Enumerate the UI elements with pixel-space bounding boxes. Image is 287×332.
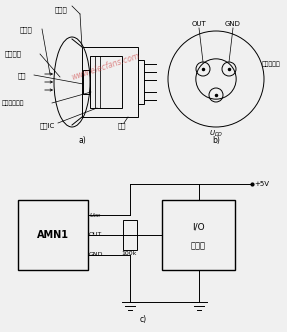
Text: +5V: +5V — [254, 181, 269, 187]
Bar — [90, 56, 122, 108]
Text: GND: GND — [89, 252, 104, 257]
Text: GND: GND — [225, 21, 241, 27]
Text: I/O: I/O — [192, 222, 205, 231]
Text: www.elecfans.com: www.elecfans.com — [70, 52, 140, 82]
Bar — [18, 200, 88, 270]
Text: a): a) — [78, 136, 86, 145]
Text: $U_{DD}$: $U_{DD}$ — [89, 211, 102, 220]
Text: 多枝透镜: 多枝透镜 — [5, 50, 22, 57]
Bar — [123, 220, 137, 250]
Bar — [82, 47, 138, 117]
Text: 滤光镜: 滤光镜 — [55, 6, 68, 13]
Text: 窗口: 窗口 — [18, 72, 26, 79]
Bar — [162, 200, 235, 270]
Text: 红外敏感元件: 红外敏感元件 — [2, 100, 24, 106]
Text: OUT: OUT — [192, 21, 206, 27]
Text: OUT: OUT — [89, 232, 102, 237]
Bar — [138, 60, 144, 104]
Text: $U_{DD}$: $U_{DD}$ — [209, 129, 223, 139]
Text: AMN1: AMN1 — [37, 230, 69, 240]
Text: c): c) — [139, 315, 147, 324]
Text: 管脚排列图: 管脚排列图 — [262, 61, 281, 67]
Text: 100k: 100k — [121, 251, 137, 256]
Text: b): b) — [212, 136, 220, 145]
Text: 单片机: 单片机 — [191, 241, 206, 250]
Text: 红外线: 红外线 — [20, 26, 33, 33]
Bar — [83, 70, 90, 94]
Text: 管脚: 管脚 — [118, 122, 127, 128]
Text: 单片IC: 单片IC — [40, 122, 55, 128]
